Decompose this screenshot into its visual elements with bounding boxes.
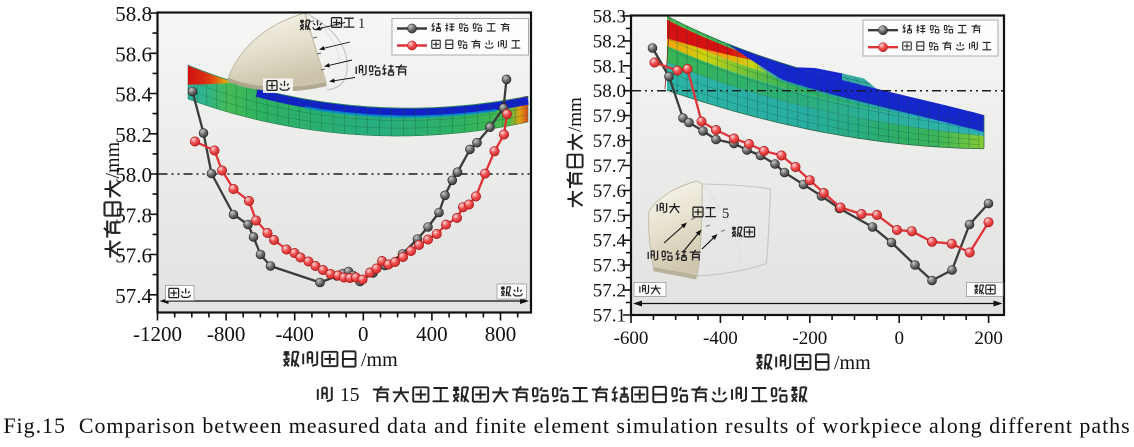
svg-text:-400: -400 [703,328,738,349]
svg-text:58.2: 58.2 [115,123,152,147]
svg-text:-600: -600 [614,328,649,349]
svg-text:-200: -200 [792,328,827,349]
svg-text:57.9: 57.9 [593,106,626,127]
svg-text:0: 0 [358,322,369,346]
svg-text:/mm: /mm [834,352,871,374]
svg-text:-400: -400 [275,322,314,346]
svg-text:57.2: 57.2 [593,281,626,302]
svg-text:58.4: 58.4 [115,83,152,107]
svg-text:58.0: 58.0 [115,163,152,187]
svg-text:Fig.15 Comparison between mea: Fig.15 Comparison between measured data … [3,413,1130,438]
svg-text:57.4: 57.4 [115,284,152,308]
svg-text:1: 1 [358,16,365,32]
svg-text:58.8: 58.8 [115,2,152,26]
svg-text:57.1: 57.1 [593,306,626,327]
svg-text:-800: -800 [207,322,246,346]
svg-text:57.4: 57.4 [593,231,627,252]
svg-text:200: 200 [974,328,1003,349]
svg-text:58.2: 58.2 [593,31,626,52]
svg-text:5: 5 [722,206,729,222]
svg-text:57.5: 57.5 [593,206,626,227]
svg-text:58.0: 58.0 [593,81,626,102]
svg-text:400: 400 [416,322,448,346]
svg-text:0: 0 [894,328,904,349]
svg-text:57.8: 57.8 [593,131,626,152]
svg-text:57.6: 57.6 [115,244,152,268]
svg-text:15: 15 [340,385,360,406]
svg-text:/mm: /mm [361,349,398,371]
svg-text:58.1: 58.1 [593,56,626,77]
svg-text:/mm: /mm [565,97,586,132]
svg-text:-1200: -1200 [133,322,182,346]
svg-text:57.7: 57.7 [593,156,626,177]
svg-text:/mm: /mm [102,141,124,178]
svg-text:800: 800 [485,322,517,346]
svg-text:57.3: 57.3 [593,256,626,277]
svg-text:57.6: 57.6 [593,181,626,202]
svg-text:58.6: 58.6 [115,42,152,66]
svg-text:58.3: 58.3 [593,6,626,27]
